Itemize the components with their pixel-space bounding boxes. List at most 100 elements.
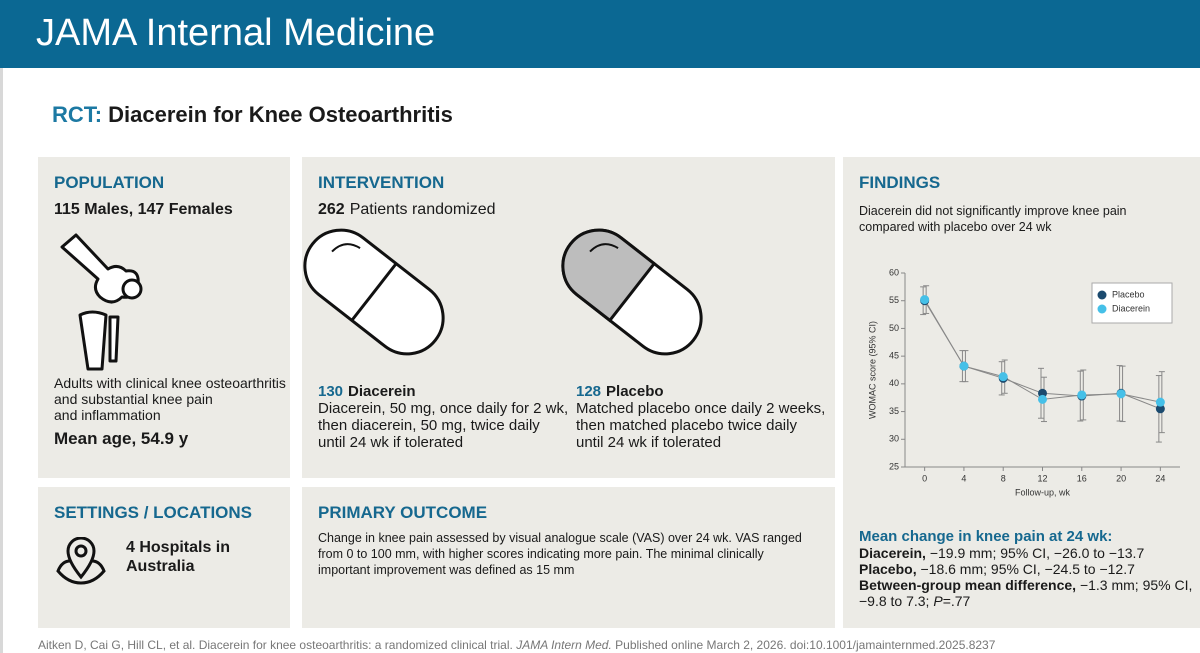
point [959, 361, 969, 371]
randomized: 262 Patients randomized [318, 201, 496, 219]
y-tick-label: 35 [889, 406, 899, 416]
chart: 25 30 35 40 45 50 55 60 0 4 8 12 16 20 24 Follow-up, wk… [867, 267, 1180, 497]
point [1155, 404, 1165, 414]
legend-label: Diacerein [1112, 303, 1150, 313]
text-line: then matched placebo twice daily [576, 417, 797, 434]
arm-title: 128 Placebo [576, 383, 825, 400]
text-line: and substantial knee pain [54, 391, 213, 407]
outcome-text: Change in knee pain assessed by visual a… [318, 530, 802, 578]
arm-count: 128 [576, 383, 602, 400]
knee-icon [60, 233, 143, 371]
x-axis-label: Follow-up, wk [1015, 487, 1071, 497]
text-line: Australia [126, 558, 195, 575]
legend-marker [1097, 290, 1107, 300]
p-label: P [933, 593, 943, 609]
text-line: 4 Hospitals in [126, 539, 231, 556]
edge [0, 68, 3, 653]
result: Between-group mean difference, −1.3 mm; … [859, 577, 1197, 609]
population-count: 115 Males, 147 Females [54, 201, 233, 218]
result-label: Between-group mean difference, [859, 577, 1077, 593]
p-text: =.77 [942, 593, 971, 609]
mean-change-heading: Mean change in knee pain at 24 wk: [859, 528, 1113, 545]
point [1155, 397, 1165, 407]
citation-journal: JAMA Intern Med. [516, 638, 612, 652]
mean-age: Mean age, 54.9 y [54, 429, 189, 448]
heading: SETTINGS / LOCATIONS [54, 503, 253, 522]
legend-label: Placebo [1112, 289, 1145, 299]
result-label: Placebo, [859, 561, 917, 577]
x-tick-label: 0 [922, 473, 927, 483]
text-line: Diacerein, 50 mg, once daily for 2 wk, [318, 400, 569, 417]
x-tick-label: 24 [1155, 473, 1165, 483]
headline-title: Diacerein for Knee Osteoarthritis [108, 102, 453, 127]
x-tick-label: 4 [961, 473, 966, 483]
x-tick-label: 8 [1001, 473, 1006, 483]
text-line: Diacerein did not significantly improve … [859, 204, 1127, 218]
y-tick-label: 25 [889, 461, 899, 471]
arm-name: Diacerein [348, 383, 416, 400]
legend-box [1091, 282, 1173, 324]
arm: 128 Placebo Matched placebo once daily 2 … [576, 383, 825, 451]
x-tick-label: 20 [1116, 473, 1126, 483]
count-text: Patients randomized [349, 201, 496, 218]
y-tick-label: 50 [889, 323, 899, 333]
result-text: −1.3 mm; 95% CI, −9.8 to 7.3; [859, 577, 1193, 609]
result: Placebo, −18.6 mm; 95% CI, −24.5 to −12.… [859, 561, 1197, 577]
arm-count: 130 [318, 383, 344, 400]
population-panel: POPULATION 115 Males, 147 Females Adults… [38, 157, 290, 478]
text-line: from 0 to 100 mm, with higher scores ind… [318, 547, 764, 561]
findings-panel: FINDINGS Diacerein did not significantly… [843, 157, 1200, 628]
heading: INTERVENTION [318, 173, 445, 192]
heading: POPULATION [54, 173, 165, 192]
result-text: −18.6 mm; 95% CI, −24.5 to −12.7 [920, 561, 1135, 577]
text-line: Matched placebo once daily 2 weeks, [576, 400, 826, 417]
count: 262 [318, 201, 345, 218]
y-tick-label: 55 [889, 295, 899, 305]
heading: FINDINGS [859, 173, 941, 192]
header: JAMA Internal Medicine [0, 0, 1200, 68]
text-line: Change in knee pain assessed by visual a… [318, 531, 802, 545]
x-tick-label: 16 [1077, 473, 1087, 483]
location-icon [56, 537, 106, 585]
y-tick-label: 40 [889, 378, 899, 388]
text-line: and inflammation [54, 407, 161, 423]
point [1116, 389, 1126, 399]
intervention-panel: INTERVENTION 262 Patients randomized 130 D… [302, 157, 835, 478]
result-label: Diacerein, [859, 545, 926, 561]
text-line: compared with placebo over 24 wk [859, 220, 1052, 234]
point [998, 372, 1008, 382]
headline-prefix: RCT: [52, 102, 103, 127]
result: Diacerein, −19.9 mm; 95% CI, −26.0 to −1… [859, 545, 1197, 561]
y-tick-label: 30 [889, 434, 899, 444]
arm: 130 Diacerein Diacerein, 50 mg, once dail… [318, 383, 568, 451]
result-text: −19.9 mm; 95% CI, −26.0 to −13.7 [929, 545, 1145, 561]
text-line: then diacerein, 50 mg, twice daily [318, 417, 540, 434]
legend-marker [1097, 304, 1107, 314]
mean-change: Mean change in knee pain at 24 wk: Diace… [859, 528, 1197, 610]
citation: Aitken D, Cai G, Hill CL, et al. Diacere… [38, 638, 995, 652]
settings-text: 4 Hospitals in Australia [126, 538, 230, 576]
text-line: Adults with clinical knee osteoarthritis [54, 375, 286, 391]
settings-panel: SETTINGS / LOCATIONS 4 Hospitals in Aust… [38, 487, 290, 628]
arm-name: Placebo [606, 383, 664, 400]
journal-title: JAMA Internal Medicine [36, 12, 436, 54]
y-tick-label: 60 [889, 267, 899, 277]
text-line: until 24 wk if tolerated [318, 434, 464, 451]
headline: RCT: Diacerein for Knee Osteoarthritis [52, 102, 453, 128]
heading: PRIMARY OUTCOME [318, 503, 488, 522]
y-axis-label: WOMAC score (95% CI) [867, 321, 877, 419]
findings-summary: Diacerein did not significantly improve … [859, 203, 1127, 235]
y-tick-label: 45 [889, 351, 899, 361]
point [1038, 394, 1047, 404]
point [1077, 390, 1087, 400]
population-description: Adults with clinical knee osteoarthritis… [54, 375, 286, 423]
pill-icons [303, 228, 703, 356]
arm-title: 130 Diacerein [318, 383, 568, 400]
text-line: until 24 wk if tolerated [576, 434, 722, 451]
text-line: important improvement was defined as 15 … [318, 563, 575, 577]
x-tick-label: 12 [1037, 473, 1047, 483]
outcome-panel: PRIMARY OUTCOME Change in knee pain asse… [302, 487, 835, 628]
point [920, 295, 930, 305]
citation-rest: Published online March 2, 2026. doi:10.1… [615, 638, 996, 652]
